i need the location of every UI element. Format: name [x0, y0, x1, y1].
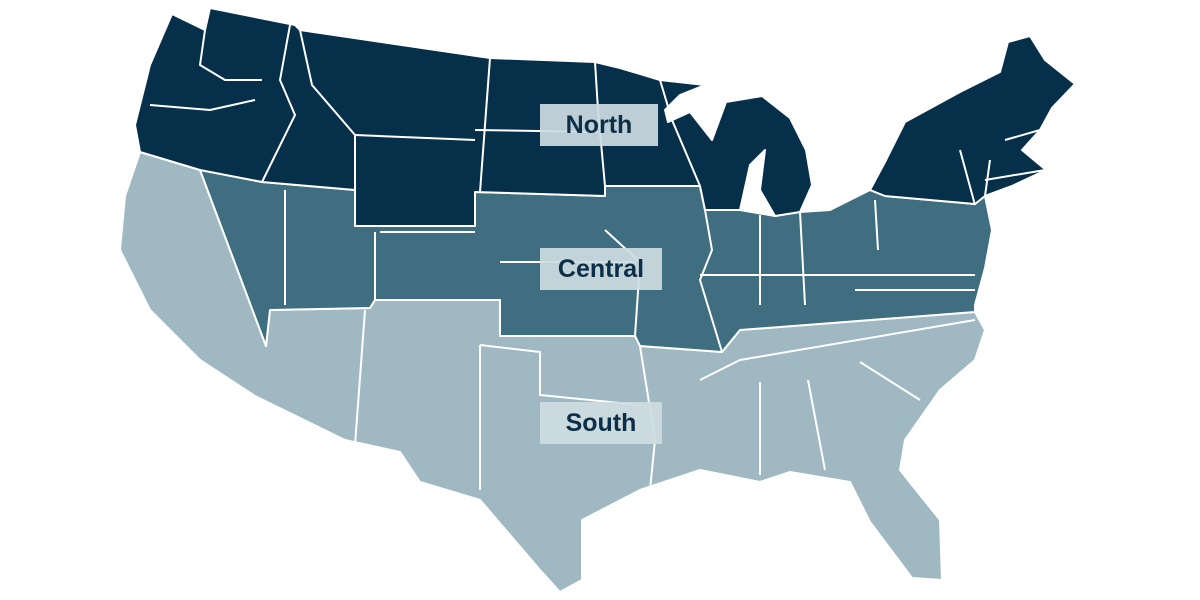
state-border [807, 379, 826, 471]
state-border [299, 29, 356, 190]
state-border [859, 361, 921, 401]
state-border [479, 57, 491, 193]
state-border [261, 24, 296, 183]
region-north-northeast[interactable] [869, 35, 1076, 205]
state-border [149, 99, 256, 111]
state-border [1004, 129, 1041, 141]
state-border [984, 159, 991, 197]
state-border [959, 149, 976, 206]
state-border [479, 344, 641, 406]
state-border [354, 309, 366, 446]
state-border [799, 211, 806, 306]
region-label-south: South [540, 402, 662, 444]
region-north[interactable] [134, 7, 813, 227]
state-border [874, 199, 879, 251]
region-label-central: Central [540, 248, 662, 290]
state-border [354, 134, 476, 141]
state-border [659, 79, 701, 187]
state-border [699, 209, 723, 353]
region-label-north: North [540, 104, 658, 146]
state-border [984, 169, 1046, 181]
state-borders [149, 24, 1046, 491]
state-border [699, 319, 976, 381]
state-border [199, 29, 262, 81]
